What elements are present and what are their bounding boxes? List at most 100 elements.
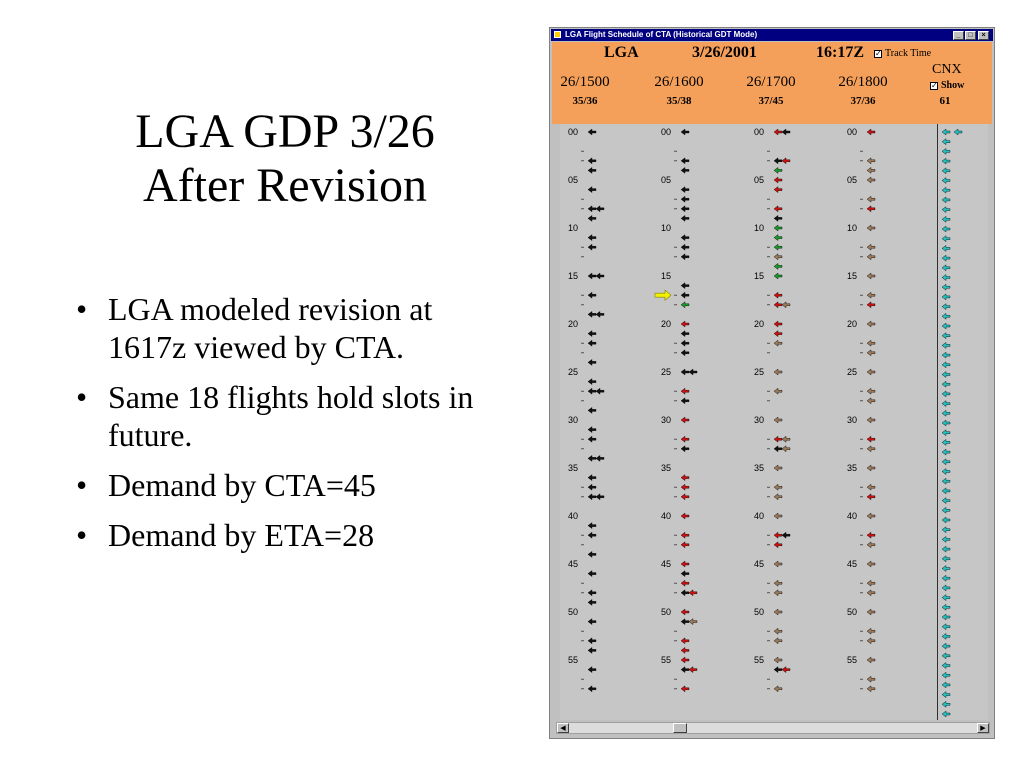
flight-arrow-black[interactable] <box>680 368 690 376</box>
flight-arrow-red[interactable] <box>781 666 791 673</box>
cnx-flight-arrow[interactable] <box>941 371 951 378</box>
cnx-flight-arrow[interactable] <box>941 710 951 718</box>
flight-arrow-black[interactable] <box>587 243 597 251</box>
flight-arrow-brown[interactable] <box>773 416 783 424</box>
flight-arrow-brown[interactable] <box>866 176 876 184</box>
flight-arrow-brown[interactable] <box>866 541 876 549</box>
flight-arrow-brown[interactable] <box>866 397 876 405</box>
flight-arrow-black[interactable] <box>680 397 690 405</box>
flight-arrow-red[interactable] <box>866 301 876 309</box>
flight-arrow-black[interactable] <box>587 598 597 606</box>
flight-arrow-brown[interactable] <box>866 608 876 616</box>
flight-arrow-black[interactable] <box>773 215 783 222</box>
cnx-flight-arrow[interactable] <box>941 177 951 184</box>
flight-arrow-brown[interactable] <box>866 368 876 376</box>
flight-arrow-black[interactable] <box>680 157 690 165</box>
cnx-flight-arrow[interactable] <box>941 700 951 708</box>
cnx-flight-arrow[interactable] <box>941 186 951 194</box>
cnx-flight-arrow[interactable] <box>941 458 951 466</box>
flight-arrow-black[interactable] <box>587 406 597 414</box>
cnx-flight-arrow[interactable] <box>941 400 951 408</box>
flight-arrow-black[interactable] <box>587 618 597 626</box>
cnx-flight-arrow[interactable] <box>941 322 951 330</box>
flight-arrow-black[interactable] <box>688 368 698 376</box>
flight-arrow-black[interactable] <box>587 589 597 597</box>
flight-arrow-brown[interactable] <box>866 349 876 357</box>
flight-arrow-brown[interactable] <box>773 483 783 491</box>
flight-arrow-brown[interactable] <box>866 339 876 347</box>
flight-arrow-brown[interactable] <box>866 685 876 693</box>
flight-arrow-black[interactable] <box>680 339 690 347</box>
column-header-1600[interactable]: 26/1600 <box>654 74 704 90</box>
flight-arrow-red[interactable] <box>773 176 783 184</box>
flight-arrow-black[interactable] <box>680 167 690 174</box>
flight-arrow-black[interactable] <box>680 234 690 241</box>
cnx-flight-arrow[interactable] <box>941 390 951 398</box>
flight-arrow-black[interactable] <box>587 291 597 299</box>
cnx-flight-arrow[interactable] <box>941 293 951 301</box>
flight-arrow-black[interactable] <box>587 454 597 462</box>
flight-arrow-brown[interactable] <box>866 627 876 635</box>
flight-arrow-black[interactable] <box>680 589 690 597</box>
flight-arrow-black[interactable] <box>587 531 597 539</box>
cnx-flight-arrow[interactable] <box>941 497 951 505</box>
flight-arrow-black[interactable] <box>587 157 597 165</box>
cnx-flight-arrow[interactable] <box>941 138 951 146</box>
flight-arrow-red[interactable] <box>680 387 690 395</box>
flight-arrow-brown[interactable] <box>866 637 876 645</box>
cnx-flight-arrow[interactable] <box>941 535 951 543</box>
flight-arrow-black[interactable] <box>587 358 597 366</box>
flight-arrow-brown[interactable] <box>773 368 783 376</box>
flight-arrow-black[interactable] <box>680 666 690 673</box>
flight-arrow-green[interactable] <box>680 301 690 309</box>
flight-arrow-red[interactable] <box>680 320 690 328</box>
column-header-1800[interactable]: 26/1800 <box>838 74 888 90</box>
flight-arrow-red[interactable] <box>680 579 690 587</box>
flight-arrow-red[interactable] <box>773 435 783 443</box>
cnx-flight-arrow[interactable] <box>941 438 951 446</box>
cnx-flight-arrow[interactable] <box>941 603 951 611</box>
cnx-flight-arrow[interactable] <box>941 215 951 223</box>
flight-arrow-brown[interactable] <box>866 387 876 395</box>
flight-arrow-brown[interactable] <box>866 243 876 251</box>
flight-arrow-red[interactable] <box>773 541 783 549</box>
flight-arrow-red[interactable] <box>680 637 690 645</box>
flight-arrow-brown[interactable] <box>773 253 783 261</box>
cnx-flight-arrow[interactable] <box>941 409 951 417</box>
cnx-flight-arrow[interactable] <box>941 623 951 631</box>
cnx-flight-arrow[interactable] <box>941 555 951 563</box>
flight-arrow-black[interactable] <box>587 167 597 174</box>
flight-arrow-brown[interactable] <box>866 589 876 597</box>
flight-arrow-brown[interactable] <box>866 483 876 491</box>
flight-arrow-red[interactable] <box>688 589 698 597</box>
flight-arrow-red[interactable] <box>866 531 876 539</box>
flight-arrow-brown[interactable] <box>866 579 876 587</box>
column-header-1700[interactable]: 26/1700 <box>746 74 796 90</box>
flight-arrow-red[interactable] <box>773 186 783 193</box>
flight-arrow-black[interactable] <box>680 195 690 203</box>
cnx-flight-arrow[interactable] <box>941 235 951 243</box>
flight-arrow-red[interactable] <box>680 656 690 664</box>
flight-arrow-red[interactable] <box>680 512 690 520</box>
flight-arrow-brown[interactable] <box>773 387 783 395</box>
close-button[interactable]: × <box>978 31 989 40</box>
flight-arrow-brown[interactable] <box>866 157 876 165</box>
flight-arrow-brown[interactable] <box>866 512 876 520</box>
flight-arrow-black[interactable] <box>587 647 597 654</box>
flight-arrow-red[interactable] <box>773 205 783 213</box>
flight-arrow-red[interactable] <box>866 435 876 443</box>
flight-arrow-brown[interactable] <box>866 253 876 261</box>
flight-arrow-black[interactable] <box>781 531 791 539</box>
flight-arrow-black[interactable] <box>587 330 597 338</box>
flight-arrow-black[interactable] <box>587 493 597 501</box>
flight-arrow-brown[interactable] <box>866 291 876 299</box>
flight-arrow-brown[interactable] <box>773 512 783 520</box>
flight-arrow-brown[interactable] <box>866 464 876 472</box>
flight-arrow-red[interactable] <box>680 435 690 443</box>
cnx-flight-arrow[interactable] <box>941 254 951 262</box>
cnx-flight-arrow[interactable] <box>941 332 951 340</box>
flight-arrow-red[interactable] <box>773 128 783 136</box>
cnx-flight-arrow[interactable] <box>941 516 951 524</box>
flight-arrow-green[interactable] <box>773 262 783 270</box>
cnx-flight-arrow[interactable] <box>941 380 951 388</box>
